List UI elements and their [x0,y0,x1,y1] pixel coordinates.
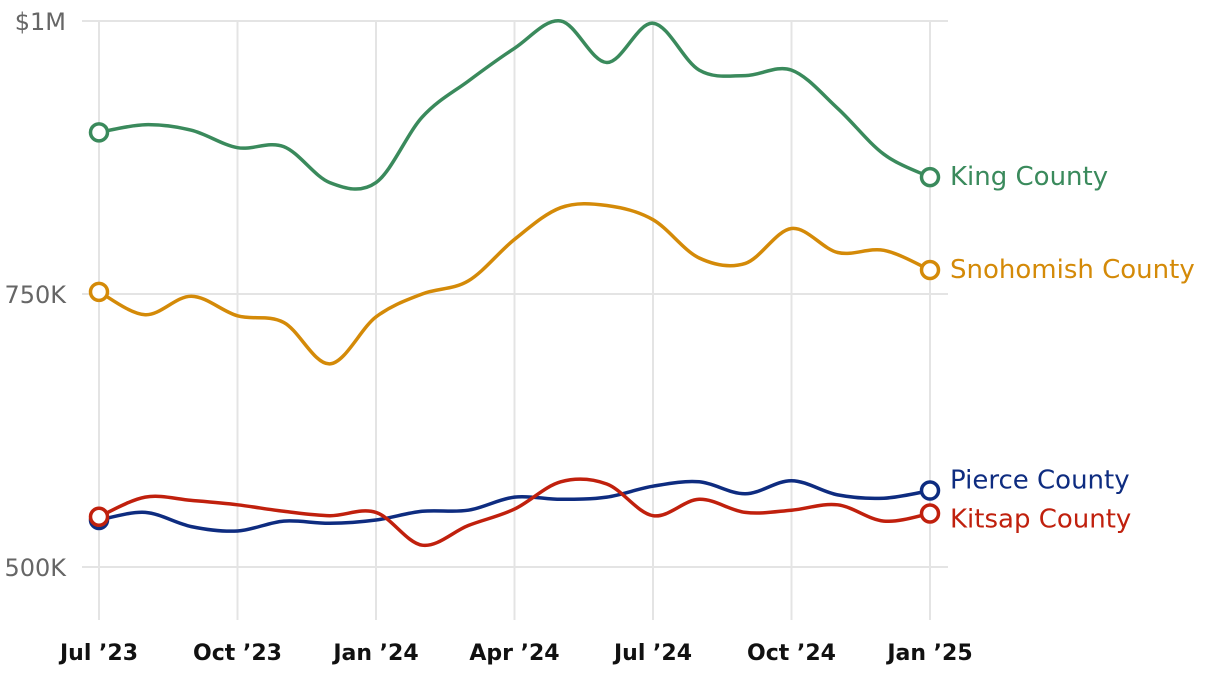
kitsap-county-line [97,477,932,547]
king-county-end-point [919,166,941,188]
pierce-county-label: Pierce County [950,466,1130,496]
kitsap-county-label: Kitsap County [950,504,1131,534]
x-tick-label: Jan ’25 [885,641,972,666]
y-tick-label: 750K [4,281,67,309]
king-county-line [97,19,932,191]
x-tick-label: Jul ’24 [612,641,692,666]
series-label-layer: King County Snohomish County Pierce County… [950,162,1195,534]
x-tick-label: Jul ’23 [58,641,138,666]
y-tick-label: 500K [4,554,67,582]
pierce-county-end-point [919,480,941,501]
king-county-start-point [88,122,110,143]
kitsap-county-start-point [88,506,110,528]
pierce-county-line [97,478,932,533]
x-tick-label: Jan ’24 [331,641,418,666]
x-tick-label: Oct ’23 [193,641,282,666]
snohomish-county-label: Snohomish County [950,255,1195,285]
snohomish-county-start-point [88,281,110,303]
axis-layer: 500K 750K $1M Jul ’23 Oct ’23 Jan ’24 Apr ’24 J… [4,8,972,666]
series-layer [88,19,941,547]
x-tick-label: Apr ’24 [469,641,559,666]
x-tick-label: Oct ’24 [747,641,836,666]
y-tick-label: $1M [15,8,66,36]
kitsap-county-end-point [919,503,941,524]
snohomish-county-line [97,202,932,366]
king-county-label: King County [950,162,1108,192]
snohomish-county-end-point [919,259,941,281]
